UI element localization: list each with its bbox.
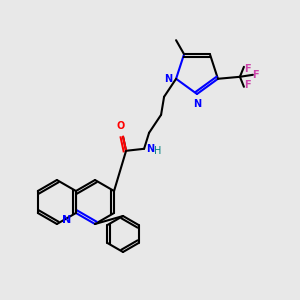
Text: O: O: [117, 121, 125, 131]
Text: N: N: [164, 74, 172, 84]
Text: N: N: [146, 144, 154, 154]
Text: N: N: [193, 99, 201, 109]
Text: F: F: [244, 64, 250, 74]
Text: F: F: [244, 80, 250, 90]
Text: N: N: [62, 215, 71, 225]
Text: F: F: [252, 70, 259, 80]
Text: H: H: [154, 146, 161, 156]
